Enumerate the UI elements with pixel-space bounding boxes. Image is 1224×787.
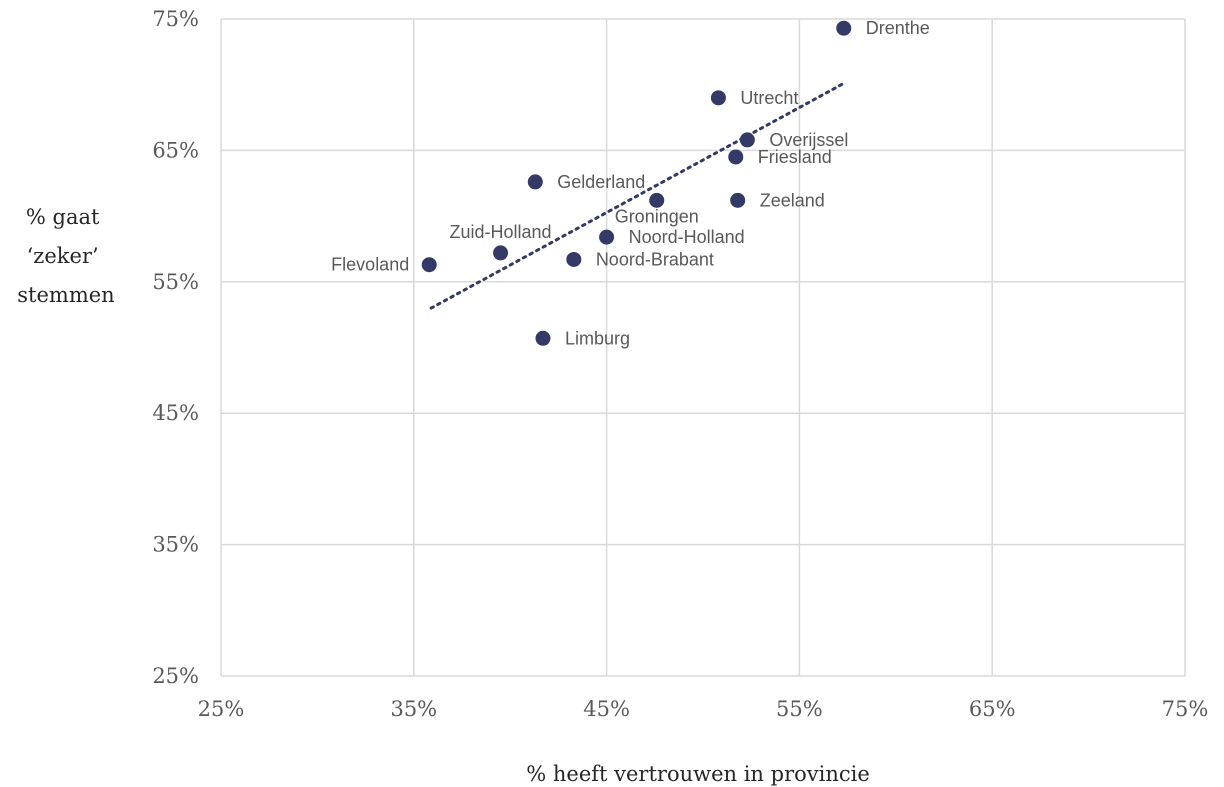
data-point	[730, 192, 746, 208]
data-point-label: Friesland	[758, 147, 832, 167]
x-tick-label: 75%	[1162, 697, 1209, 721]
data-point-label: Drenthe	[866, 18, 930, 38]
y-tick-label: 75%	[152, 7, 199, 31]
data-point	[728, 149, 744, 165]
data-point	[493, 245, 509, 261]
x-tick-label: 45%	[583, 697, 630, 721]
data-point-label: Zuid-Holland	[450, 222, 552, 242]
data-point	[710, 90, 726, 106]
x-tick-label: 25%	[198, 697, 245, 721]
data-point-label: Utrecht	[740, 88, 798, 108]
data-point-label: Gelderland	[557, 172, 645, 192]
data-point	[739, 132, 755, 148]
y-tick-label: 25%	[152, 664, 199, 688]
data-point	[836, 20, 852, 36]
data-point-label: Groningen	[615, 206, 699, 226]
data-point-label: Overijssel	[769, 130, 848, 150]
y-tick-label: 35%	[152, 533, 199, 557]
x-axis-ticks: 25% 35% 45% 55% 65% 75%	[198, 697, 1209, 721]
data-point	[535, 330, 551, 346]
y-axis-title-line-1: % gaat	[26, 205, 100, 229]
data-point	[649, 192, 665, 208]
y-axis-title-line-2: ‘zeker’	[27, 244, 99, 268]
data-point	[421, 257, 437, 273]
data-point	[527, 174, 543, 190]
y-tick-label: 45%	[152, 401, 199, 425]
data-point-label: Flevoland	[331, 255, 409, 275]
x-tick-label: 35%	[390, 697, 437, 721]
data-point-label: Noord-Holland	[629, 227, 745, 247]
grid	[220, 18, 1186, 677]
x-axis-title: % heeft vertrouwen in provincie	[526, 762, 870, 786]
y-tick-label: 65%	[152, 138, 199, 162]
y-axis-title: % gaat ‘zeker’ stemmen	[17, 205, 114, 307]
y-axis-ticks: 25% 35% 45% 55% 65% 75%	[152, 7, 199, 688]
trendline	[429, 81, 846, 310]
data-point-label: Zeeland	[760, 190, 825, 210]
y-axis-title-line-3: stemmen	[17, 283, 114, 307]
y-tick-label: 55%	[152, 270, 199, 294]
data-point	[599, 229, 615, 245]
data-point	[566, 251, 582, 267]
data-point-label: Noord-Brabant	[596, 249, 714, 269]
x-tick-label: 55%	[776, 697, 823, 721]
x-tick-label: 65%	[969, 697, 1016, 721]
data-point-label: Limburg	[565, 328, 630, 348]
